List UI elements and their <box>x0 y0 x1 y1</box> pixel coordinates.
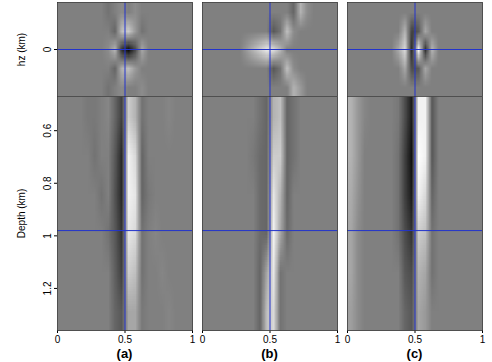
svg-text:1: 1 <box>190 334 196 345</box>
svg-text:1: 1 <box>42 233 53 239</box>
svg-text:0.8: 0.8 <box>42 176 53 190</box>
svg-text:0: 0 <box>200 334 206 345</box>
svg-text:1: 1 <box>335 334 341 345</box>
svg-text:0.5: 0.5 <box>408 334 422 345</box>
svg-text:0.5: 0.5 <box>263 334 277 345</box>
svg-text:0: 0 <box>345 334 351 345</box>
html-text:(c): (c) <box>406 346 423 361</box>
svg-text:1: 1 <box>480 334 486 345</box>
html-text:(a): (a) <box>116 346 133 361</box>
svg-text:0.6: 0.6 <box>42 123 53 137</box>
html-text:(b): (b) <box>261 346 278 361</box>
svg-text:hz (km): hz (km) <box>16 33 27 66</box>
svg-text:1.2: 1.2 <box>42 281 53 295</box>
svg-text:0: 0 <box>55 334 61 345</box>
svg-text:0: 0 <box>42 46 53 52</box>
svg-text:0.5: 0.5 <box>118 334 132 345</box>
svg-text:Depth (km): Depth (km) <box>16 189 27 238</box>
